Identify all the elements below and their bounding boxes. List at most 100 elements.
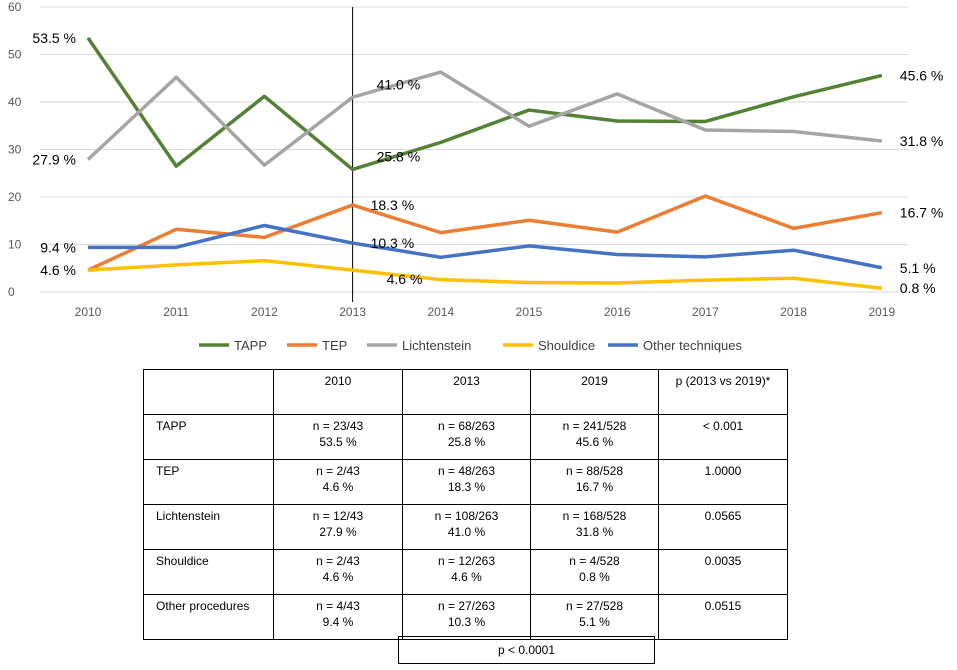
cell-percent: 10.3 % [447,615,486,629]
cell-percent: 5.1 % [579,615,610,629]
x-tick-label: 2018 [780,305,807,319]
cell-percent: 25.8 % [447,435,486,449]
x-tick-label: 2011 [163,305,189,319]
row-label: TAPP [143,414,274,460]
y-tick-label: 40 [8,95,22,109]
cell-p-value: 0.0515 [658,594,788,640]
x-tick-label: 2019 [868,305,895,319]
table-row: Shouldice n = 2/43 4.6 % n = 12/263 4.6 % … [143,549,788,595]
data-label: 9.4 % [40,239,76,255]
data-label: 45.6 % [900,67,944,83]
cell-percent: 45.6 % [575,435,614,449]
y-tick-label: 50 [8,48,22,62]
x-tick-label: 2013 [339,305,366,319]
data-label: 16.7 % [900,205,944,221]
legend-label-shouldice: Shouldice [538,338,595,353]
cell-count: n = 48/263 [437,464,496,478]
cell-2019: n = 88/528 16.7 % [530,459,659,505]
data-annotations: 53.5 % 27.9 % 9.4 % 4.6 % 41.0 % 25.8 % 18.3 %… [32,30,943,296]
cell-percent: 53.5 % [319,435,357,449]
cell-count: n = 27/263 [437,599,496,613]
cell-percent: 18.3 % [447,480,486,494]
table-header-row: 2010 2013 2019 p (2013 vs 2019)* [143,369,788,415]
cell-2013: n = 27/263 10.3 % [402,594,531,640]
legend-label-lichtenstein: Lichtenstein [402,338,471,353]
cell-2013: n = 108/263 41.0 % [402,504,531,550]
cell-count: n = 168/528 [562,509,627,523]
x-tick-label: 2012 [251,305,278,319]
data-label: 31.8 % [900,133,944,149]
series-line-tep [87,194,883,272]
table-row: TEP n = 2/43 4.6 % n = 48/263 18.3 % n = 8… [143,459,788,505]
x-tick-label: 2017 [692,305,719,319]
y-tick-label: 60 [8,0,22,14]
gridlines [40,6,908,293]
cell-p-value: 0.0035 [658,549,788,595]
cell-2013: n = 48/263 18.3 % [402,459,531,505]
row-label: Lichtenstein [143,504,274,550]
cell-count: n = 68/263 [437,419,496,433]
series-line-tapp [86,36,883,172]
series-line-shouldice [87,258,882,290]
data-label: 53.5 % [32,30,76,46]
cell-count: n = 23/43 [312,419,364,433]
cell-count: n = 2/43 [316,464,360,478]
cell-2010: n = 12/43 27.9 % [273,504,403,550]
cell-percent: 4.6 % [322,570,354,584]
data-label: 5.1 % [900,260,936,276]
data-label: 18.3 % [371,197,415,213]
x-tick-label: 2016 [604,305,631,319]
data-label: 0.8 % [900,280,936,296]
cell-count: n = 88/528 [565,464,624,478]
series-lines [86,36,883,290]
cell-count: n = 12/263 [437,554,496,568]
data-label: 4.6 % [387,271,423,287]
cell-p-value: 1.0000 [658,459,788,505]
cell-percent: 4.6 % [451,570,482,584]
cell-2019: n = 168/528 31.8 % [530,504,659,550]
data-label: 41.0 % [377,76,421,92]
cell-percent: 27.9 % [319,525,357,539]
x-tick-label: 2010 [75,305,102,319]
cell-count: n = 12/43 [312,509,364,523]
y-tick-label: 0 [8,285,15,299]
chart-legend: TAPP TEP Lichtenstein Shouldice Other techni… [199,338,743,353]
cell-percent: 41.0 % [447,525,486,539]
legend-label-tep: TEP [322,338,347,353]
cell-percent: 9.4 % [322,615,354,629]
cell-2019: n = 27/528 5.1 % [530,594,659,640]
series-line-lichtenstein [86,70,882,167]
row-label: TEP [143,459,274,505]
cell-p-value: 0.0565 [658,504,788,550]
cell-2013: n = 12/263 4.6 % [402,549,531,595]
cell-percent: 4.6 % [322,480,354,494]
cell-percent: 0.8 % [579,570,610,584]
header-cell-p: p (2013 vs 2019)* [658,369,788,415]
cell-count: n = 108/263 [434,509,499,523]
cell-2010: n = 4/43 9.4 % [273,594,403,640]
header-cell-empty [143,369,274,415]
y-tick-label: 20 [8,190,22,204]
table-row: TAPP n = 23/43 53.5 % n = 68/263 25.8 % n … [143,414,788,460]
series-line-other-techniques [88,223,883,270]
cell-count: n = 4/43 [316,599,360,613]
cell-2019: n = 4/528 0.8 % [530,549,659,595]
cell-2013: n = 68/263 25.8 % [402,414,531,460]
y-axis-ticks: 0 10 20 30 40 50 60 [8,0,22,299]
legend-label-other-techniques: Other techniques [643,338,743,353]
cell-2010: n = 23/43 53.5 % [273,414,403,460]
y-tick-label: 30 [8,143,22,157]
header-cell-2019: 2019 [530,369,659,415]
legend-label-tapp: TAPP [234,338,267,353]
summary-table: 2010 2013 2019 p (2013 vs 2019)* TAPP n … [143,369,788,640]
cell-percent: 31.8 % [575,525,614,539]
cell-count: n = 241/528 [562,419,627,433]
cell-percent: 16.7 % [575,480,614,494]
data-label: 27.9 % [32,151,76,167]
overall-p-value: p < 0.0001 [398,636,655,664]
x-tick-label: 2014 [427,305,454,319]
x-axis-ticks: 2010 2011 2012 2013 2014 2015 2016 2017 2018 2019 [75,305,896,319]
data-label: 25.8 % [377,148,421,164]
y-tick-label: 10 [8,238,22,252]
